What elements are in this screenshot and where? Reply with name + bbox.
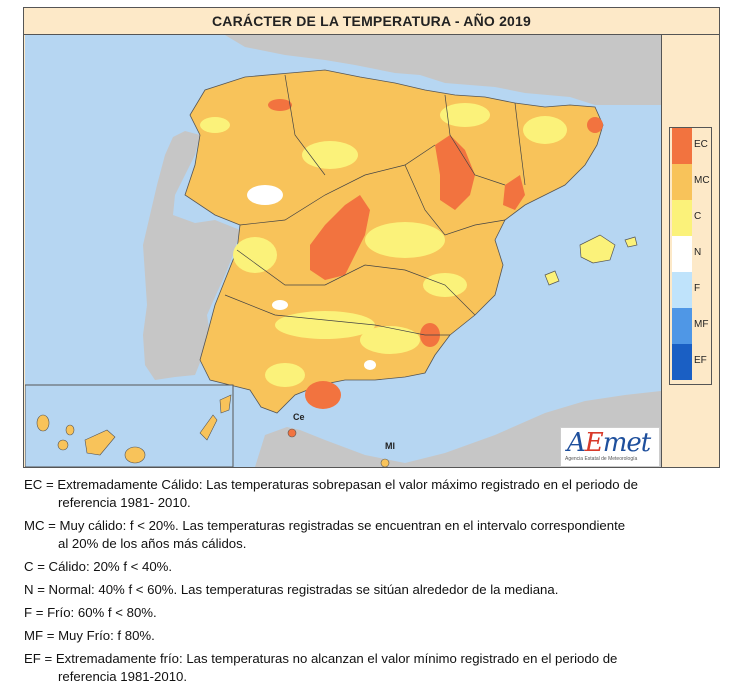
legend-swatch xyxy=(672,128,692,164)
map-area: Ce Ml AEmet Agencia Estatal de Meteorolo… xyxy=(25,35,662,467)
definition-text: C = Cálido: 20% f < 40%. xyxy=(24,559,173,574)
legend: EC MC C N F MF EF xyxy=(669,127,712,385)
legend-label: C xyxy=(694,211,702,222)
aemet-logo-mark: AEmet xyxy=(567,428,651,458)
extremely-warm-zones xyxy=(268,99,603,409)
legend-label: MF xyxy=(694,319,709,330)
legend-label: EF xyxy=(694,355,707,366)
legend-swatch xyxy=(672,344,692,380)
definition-text-continued: referencia 1981-2010. xyxy=(58,669,188,684)
definition-note: EC = Extremadamente Cálido: Las temperat… xyxy=(24,476,724,512)
normal-zones xyxy=(247,185,376,370)
definition-text-continued: al 20% de los años más cálidos. xyxy=(58,536,247,551)
definition-note: MC = Muy cálido: f < 20%. Las temperatur… xyxy=(24,517,724,553)
legend-swatch xyxy=(672,272,692,308)
aemet-logo-subtitle: Agencia Estatal de Meteorología xyxy=(565,456,638,462)
melilla-label: Ml xyxy=(385,441,395,451)
legend-swatch xyxy=(672,236,692,272)
definition-text: N = Normal: 40% f < 60%. Las temperatura… xyxy=(24,582,559,597)
legend-item-f: F xyxy=(670,272,711,308)
legend-item-c: C xyxy=(670,200,711,236)
legend-label: MC xyxy=(694,175,710,186)
legend-item-mc: MC xyxy=(670,164,711,200)
definition-note: F = Frío: 60% f < 80%. xyxy=(24,604,724,622)
definition-note: MF = Muy Frío: f 80%. xyxy=(24,627,724,645)
ceuta-marker xyxy=(287,428,297,438)
map-title: CARÁCTER DE LA TEMPERATURA - AÑO 2019 xyxy=(211,13,532,29)
spain-map-svg xyxy=(25,35,661,467)
definition-text: MF = Muy Frío: f 80%. xyxy=(24,628,155,643)
definition-text-continued: referencia 1981- 2010. xyxy=(58,495,191,510)
legend-swatch xyxy=(672,200,692,236)
canary-islands xyxy=(36,394,232,464)
definition-note: N = Normal: 40% f < 60%. Las temperatura… xyxy=(24,581,724,599)
legend-label: F xyxy=(694,283,701,294)
legend-swatch xyxy=(672,164,692,200)
legend-item-n: N xyxy=(670,236,711,272)
ceuta-label: Ce xyxy=(293,412,305,422)
region-borders xyxy=(224,74,526,336)
definition-text: MC = Muy cálido: f < 20%. Las temperatur… xyxy=(24,518,626,533)
melilla-marker xyxy=(380,458,390,467)
definition-text: EF = Extremadamente frío: Las temperatur… xyxy=(24,651,618,666)
temperature-character-map-figure: CARÁCTER DE LA TEMPERATURA - AÑO 2019 xyxy=(23,7,720,468)
legend-label: EC xyxy=(694,139,708,150)
legend-definitions: EC = Extremadamente Cálido: Las temperat… xyxy=(24,476,724,691)
definition-text: F = Frío: 60% f < 80%. xyxy=(24,605,157,620)
definition-text: EC = Extremadamente Cálido: Las temperat… xyxy=(24,477,638,492)
legend-swatch xyxy=(672,308,692,344)
legend-item-ef: EF xyxy=(670,344,711,380)
aemet-logo: AEmet Agencia Estatal de Meteorología xyxy=(560,427,660,467)
definition-note: C = Cálido: 20% f < 40%. xyxy=(24,558,724,576)
legend-label: N xyxy=(694,247,702,258)
balearic-islands xyxy=(544,234,638,286)
legend-item-mf: MF xyxy=(670,308,711,344)
africa-land xyxy=(255,391,661,467)
legend-panel: EC MC C N F MF EF xyxy=(664,35,719,467)
map-title-bar: CARÁCTER DE LA TEMPERATURA - AÑO 2019 xyxy=(24,8,719,35)
portugal-land xyxy=(143,131,240,380)
france-land xyxy=(225,35,661,105)
definition-note: EF = Extremadamente frío: Las temperatur… xyxy=(24,650,724,686)
legend-item-ec: EC xyxy=(670,128,711,164)
